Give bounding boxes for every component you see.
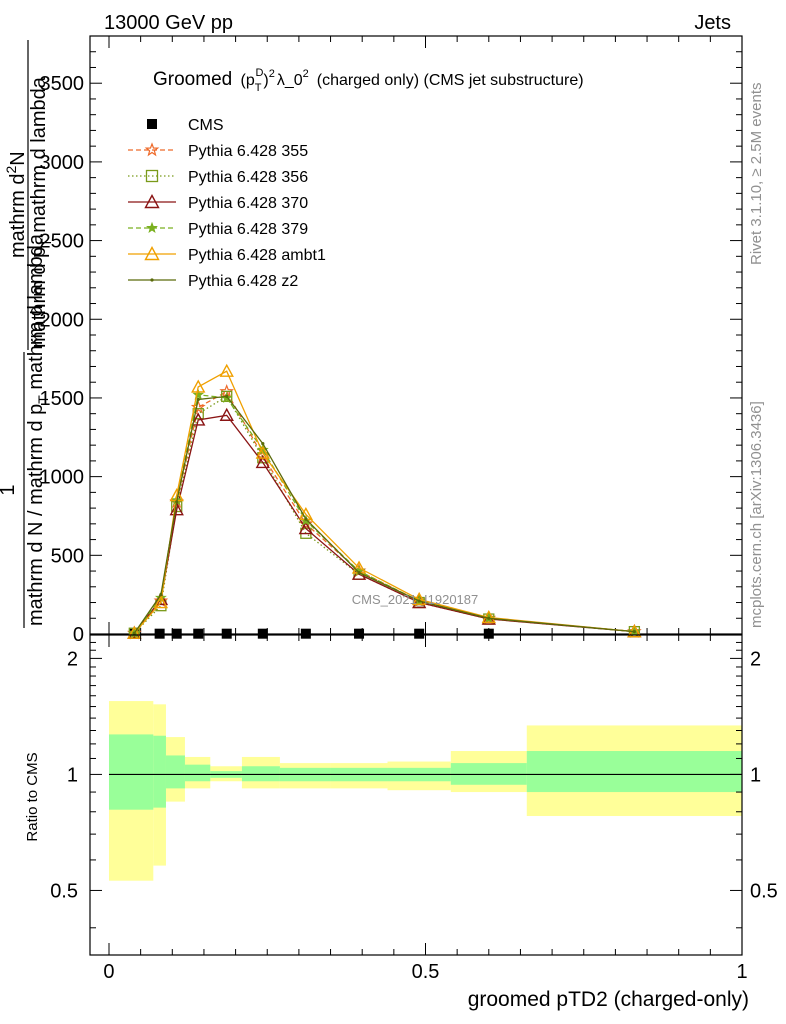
data-point <box>144 246 160 261</box>
legend-label: Pythia 6.428 355 <box>188 143 308 160</box>
series-line <box>133 414 635 634</box>
svg-text:1: 1 <box>0 484 19 495</box>
data-point <box>159 593 163 597</box>
main-y-tick-label: 1500 <box>40 388 85 410</box>
ratio-band-green <box>241 766 280 782</box>
ratio-y-tick-label: 1 <box>67 764 78 786</box>
legend-item: Pythia 6.428 370 <box>128 194 308 212</box>
data-point <box>357 571 361 575</box>
data-point-cms <box>300 628 311 639</box>
ratio-plot-frame <box>89 634 743 956</box>
data-point-cms <box>414 628 425 639</box>
legend-label: CMS <box>188 117 224 134</box>
legend-item: CMS <box>147 117 224 134</box>
ratio-band-green <box>184 764 211 782</box>
data-point <box>144 142 160 157</box>
data-point-cms <box>257 628 268 639</box>
svg-text:mathrm d N / mathrm d pT mathr: mathrm d N / mathrm d pT mathrm d lambda <box>25 233 51 626</box>
x-tick-label: 0.5 <box>412 961 440 983</box>
main-y-tick-label: 2500 <box>40 231 85 253</box>
ratio-y-tick-label: 0.5 <box>50 880 78 902</box>
main-y-axis-label: 1 mathrm d N / mathrm d pT mathrm d lamb… <box>0 40 54 628</box>
data-point-cms <box>483 628 494 639</box>
x-axis-label: groomed pTD2 (charged-only) <box>468 988 749 1011</box>
legend: CMS Pythia 6.428 355 Pythia 6.428 356 Pythi… <box>128 117 326 290</box>
main-y-tick-label: 0 <box>73 624 84 646</box>
header-energy-label: 13000 GeV pp <box>104 12 233 34</box>
data-point <box>261 441 265 446</box>
ratio-band-green <box>165 755 185 789</box>
data-point <box>127 625 142 639</box>
rivet-version-label: Rivet 3.1.10, ≥ 2.5M events <box>748 83 765 266</box>
ratio-y-axis-label: Ratio to CMS <box>24 752 41 841</box>
data-point <box>169 502 184 516</box>
data-point-cms <box>354 628 365 639</box>
legend-label: Pythia 6.428 z2 <box>188 273 298 290</box>
plot-title: Groomed (pTD)2 λ_02 (charged only) (CMS je… <box>153 67 584 94</box>
data-point <box>144 194 160 209</box>
data-point <box>219 407 234 421</box>
main-y-tick-label: 1000 <box>40 467 85 489</box>
data-point <box>225 394 229 398</box>
ratio-axes: 0.5 0.5 1 1 2 2 0 0.5 1 <box>50 634 778 983</box>
x-tick-label: 1 <box>736 961 747 983</box>
ratio-y-tick-label-right: 0.5 <box>750 880 778 902</box>
data-point-cms <box>147 119 157 129</box>
data-point-cms <box>221 628 232 639</box>
header-jets-label: Jets <box>694 12 731 34</box>
data-point <box>191 412 206 426</box>
data-point <box>191 379 206 393</box>
data-point-cms <box>171 628 182 639</box>
main-y-tick-label: 3500 <box>40 73 85 95</box>
legend-label: Pythia 6.428 379 <box>188 221 308 238</box>
svg-text:mathrm d2N: mathrm d2N <box>3 151 29 258</box>
data-point <box>255 455 270 469</box>
data-point <box>150 278 154 282</box>
data-point <box>145 169 159 183</box>
legend-item: Pythia 6.428 z2 <box>128 273 298 290</box>
data-point <box>298 521 314 535</box>
data-point <box>219 363 234 377</box>
data-point <box>192 388 205 400</box>
svg-text:mathrm d pT mathrm d lambda: mathrm d pT mathrm d lambda <box>28 76 54 348</box>
data-point <box>255 445 270 459</box>
ratio-band-green <box>153 735 166 808</box>
data-point <box>487 616 491 620</box>
series-pythia-6-428-z2 <box>132 394 636 635</box>
ratio-band-green <box>526 751 742 793</box>
ratio-y-tick-label-right: 2 <box>750 648 761 670</box>
legend-item: Pythia 6.428 356 <box>128 169 308 186</box>
data-point <box>132 631 136 635</box>
data-point-cms <box>193 628 204 639</box>
legend-label: Pythia 6.428 356 <box>188 169 308 186</box>
ratio-band-green <box>108 734 154 810</box>
data-point <box>632 630 636 634</box>
main-y-tick-label: 3000 <box>40 152 85 174</box>
mcplots-label: mcplots.cern.ch [arXiv:1306.3436] <box>748 401 765 628</box>
legend-item: Pythia 6.428 ambt1 <box>128 246 326 264</box>
data-point <box>146 221 158 233</box>
ratio-plot <box>108 701 742 881</box>
data-point <box>304 517 308 521</box>
data-point-cms <box>154 628 165 639</box>
ratio-y-tick-label-right: 1 <box>750 764 761 786</box>
data-point <box>175 500 179 504</box>
data-point <box>196 397 200 402</box>
legend-item: Pythia 6.428 355 <box>128 142 308 160</box>
legend-label: Pythia 6.428 ambt1 <box>188 247 326 264</box>
x-tick-label: 0 <box>103 961 114 983</box>
main-y-tick-label: 500 <box>51 545 84 567</box>
analysis-watermark: CMS_2021_I1920187 <box>352 592 479 607</box>
data-point <box>417 599 421 603</box>
main-plot: 0 500 1000 1500 2000 2500 3000 3500 <box>40 35 743 646</box>
main-y-tick-label: 2000 <box>40 309 85 331</box>
main-series-layer <box>126 363 642 640</box>
data-point <box>153 595 169 609</box>
ratio-y-tick-label: 2 <box>67 648 78 670</box>
legend-item: Pythia 6.428 379 <box>128 221 308 238</box>
legend-label: Pythia 6.428 370 <box>188 195 308 212</box>
